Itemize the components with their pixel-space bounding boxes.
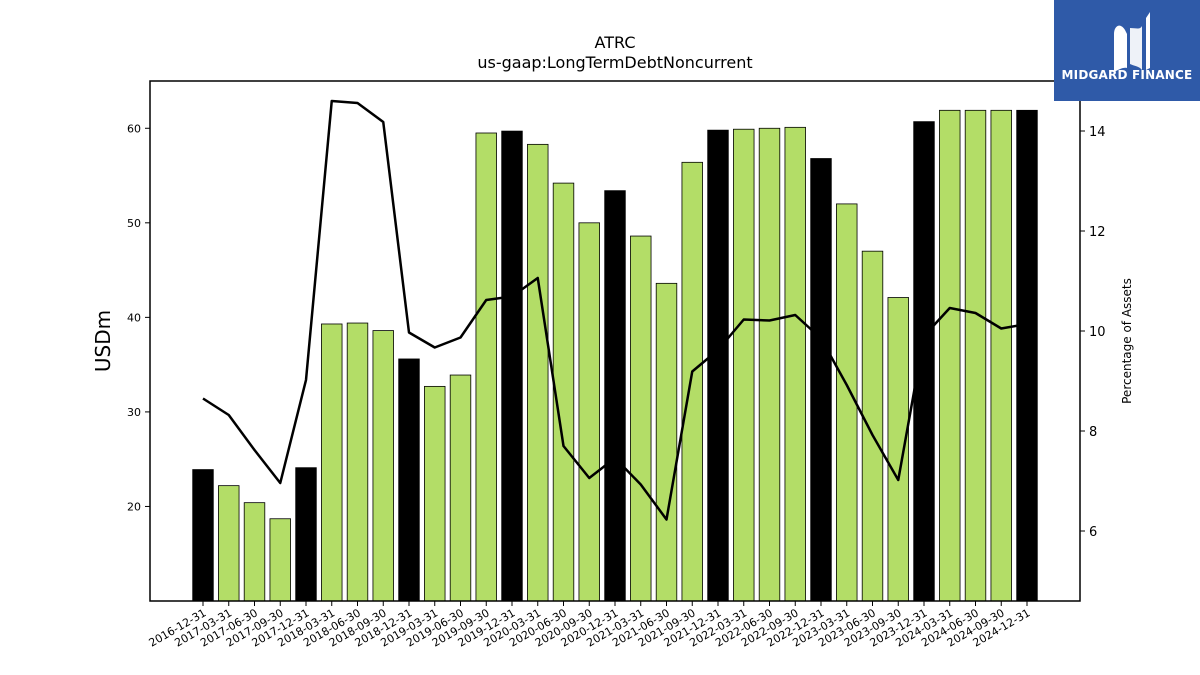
y-tick-label: 30 (127, 406, 141, 419)
y-axis-left: 20 30 40 50 60 (127, 122, 150, 513)
bar-2017-03-31 (218, 485, 240, 602)
line-layer (202, 99, 1028, 521)
bar-2017-06-30 (243, 502, 266, 602)
bar-2019-03-31 (424, 385, 446, 602)
bar-2022-09-30 (784, 126, 806, 602)
bar-2020-03-31 (527, 143, 549, 602)
bars-group (192, 109, 1038, 602)
bar-2022-03-31 (733, 128, 755, 602)
logo-text: MIDGARD FINANCE (1061, 68, 1193, 82)
chart-subtitle: us-gaap:LongTermDebtNoncurrent (477, 53, 752, 72)
bar-2021-03-31 (630, 235, 652, 602)
bar-2021-06-30 (655, 282, 678, 602)
bar-2020-12-31 (604, 190, 626, 602)
bar-2020-09-30 (578, 222, 600, 602)
y-axis-right: 6 8 10 12 14 (1080, 125, 1106, 540)
y-tick-label: 40 (127, 311, 141, 324)
bar-2018-03-31 (321, 323, 343, 602)
bar-2017-09-30 (269, 518, 291, 602)
bar-2021-09-30 (681, 161, 703, 602)
y2-tick-label: 8 (1089, 425, 1097, 440)
y2-tick-label: 12 (1089, 225, 1106, 240)
y-axis-label: USDm (91, 310, 115, 372)
y2-tick-label: 14 (1089, 125, 1106, 140)
bar-2024-09-30 (990, 109, 1012, 602)
bar-2018-06-30 (346, 322, 369, 602)
bar-2022-12-31 (810, 158, 832, 602)
bar-2017-12-31 (295, 467, 317, 602)
bar-2019-09-30 (475, 132, 497, 602)
bar-2019-06-30 (449, 374, 472, 602)
bar-2016-12-31 (192, 469, 214, 602)
bar-2024-03-31 (939, 109, 961, 602)
y-tick-label: 20 (127, 500, 141, 513)
bar-2022-06-30 (758, 127, 781, 602)
bar-2024-06-30 (964, 109, 987, 602)
bar-2023-03-31 (836, 203, 858, 602)
bar-2023-09-30 (887, 297, 909, 602)
x-axis: 2016-12-312017-03-312017-06-302017-09-30… (147, 601, 1033, 650)
y-tick-label: 60 (127, 122, 141, 135)
bar-2023-06-30 (861, 250, 884, 602)
y2-tick-label: 10 (1089, 325, 1106, 340)
bar-2019-12-31 (501, 130, 523, 602)
bar-2023-12-31 (913, 121, 935, 602)
logo-mark-icon (1114, 12, 1150, 72)
bar-2018-09-30 (372, 330, 394, 602)
y2-tick-label: 6 (1089, 525, 1097, 540)
percentage-of-assets-line (202, 99, 1028, 521)
chart-title: ATRC (595, 33, 636, 52)
bar-2018-12-31 (398, 358, 420, 602)
bar-2024-12-31 (1016, 109, 1038, 602)
bar-2021-12-31 (707, 129, 729, 602)
y2-axis-label: Percentage of Assets (1120, 278, 1134, 404)
y-tick-label: 50 (127, 217, 141, 230)
midgard-finance-logo: MIDGARD FINANCE (1054, 0, 1200, 101)
